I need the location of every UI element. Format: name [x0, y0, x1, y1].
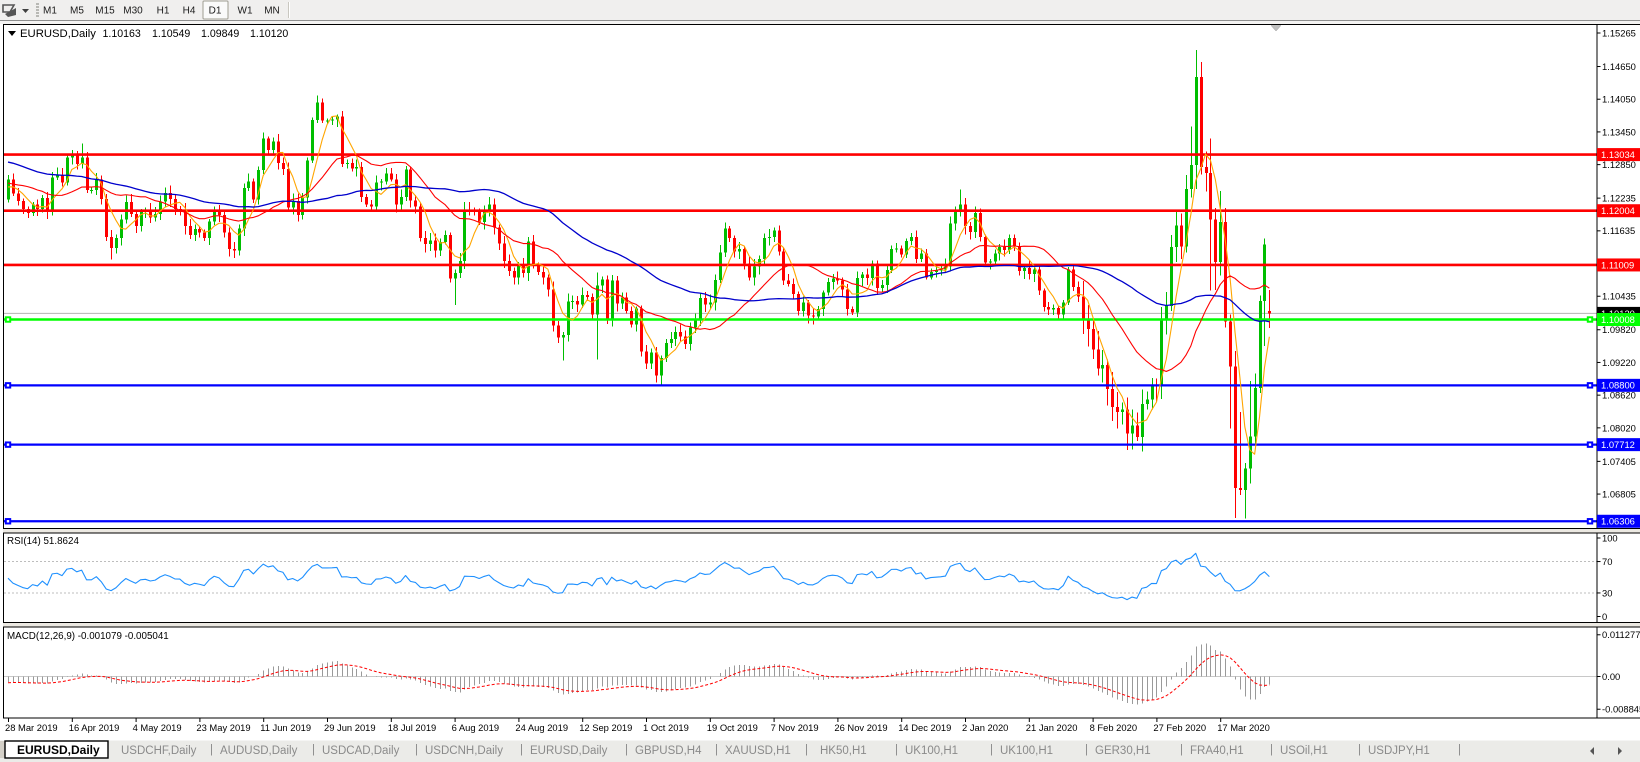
svg-text:M5: M5 — [70, 6, 84, 17]
svg-text:USDJPY,H1: USDJPY,H1 — [1368, 745, 1430, 757]
svg-text:1.13034: 1.13034 — [1601, 149, 1635, 160]
svg-text:|: | — [210, 744, 213, 756]
svg-text:0.011277: 0.011277 — [1602, 629, 1640, 640]
svg-text:D1: D1 — [209, 6, 222, 17]
svg-text:M30: M30 — [123, 6, 143, 17]
svg-text:100: 100 — [1602, 532, 1618, 543]
svg-text:|: | — [990, 744, 993, 756]
svg-text:16 Apr 2019: 16 Apr 2019 — [69, 722, 120, 733]
svg-text:|: | — [715, 744, 718, 756]
svg-text:1.08800: 1.08800 — [1601, 380, 1635, 391]
svg-text:|: | — [312, 744, 315, 756]
svg-text:M15: M15 — [95, 6, 115, 17]
svg-text:USDCAD,Daily: USDCAD,Daily — [322, 745, 400, 757]
svg-text:2 Jan 2020: 2 Jan 2020 — [962, 722, 1008, 733]
svg-text:USOil,H1: USOil,H1 — [1280, 745, 1328, 757]
svg-text:1.10120: 1.10120 — [250, 28, 288, 40]
svg-text:29 Jun 2019: 29 Jun 2019 — [324, 722, 376, 733]
svg-text:0.00: 0.00 — [1602, 671, 1620, 682]
svg-text:19 Oct 2019: 19 Oct 2019 — [707, 722, 758, 733]
svg-text:1.15265: 1.15265 — [1602, 27, 1636, 38]
svg-text:70: 70 — [1602, 556, 1612, 567]
svg-text:EURUSD,Daily: EURUSD,Daily — [20, 28, 96, 40]
svg-text:1.10435: 1.10435 — [1602, 291, 1636, 302]
svg-text:18 Jul 2019: 18 Jul 2019 — [388, 722, 436, 733]
svg-text:23 May 2019: 23 May 2019 — [196, 722, 250, 733]
svg-text:1.14050: 1.14050 — [1602, 94, 1636, 105]
svg-text:USDCHF,Daily: USDCHF,Daily — [121, 745, 197, 757]
svg-text:|: | — [805, 744, 808, 756]
svg-text:|: | — [520, 744, 523, 756]
svg-text:FRA40,H1: FRA40,H1 — [1190, 745, 1244, 757]
svg-text:|: | — [1358, 744, 1361, 756]
svg-text:0: 0 — [1602, 611, 1607, 622]
svg-text:UK100,H1: UK100,H1 — [905, 745, 958, 757]
svg-text:12 Sep 2019: 12 Sep 2019 — [579, 722, 632, 733]
svg-text:USDCNH,Daily: USDCNH,Daily — [425, 745, 503, 757]
svg-text:|: | — [625, 744, 628, 756]
svg-text:1.13450: 1.13450 — [1602, 126, 1636, 137]
svg-text:21 Jan 2020: 21 Jan 2020 — [1026, 722, 1078, 733]
svg-text:1.12004: 1.12004 — [1601, 205, 1635, 216]
svg-text:30: 30 — [1602, 587, 1612, 598]
svg-text:1.11009: 1.11009 — [1601, 259, 1634, 270]
svg-text:|: | — [415, 744, 418, 756]
svg-text:1.09820: 1.09820 — [1602, 324, 1636, 335]
svg-text:4 May 2019: 4 May 2019 — [133, 722, 182, 733]
svg-text:1.10163: 1.10163 — [103, 28, 141, 40]
svg-text:XAUUSD,H1: XAUUSD,H1 — [725, 745, 791, 757]
svg-text:UK100,H1: UK100,H1 — [1000, 745, 1053, 757]
svg-text:GER30,H1: GER30,H1 — [1095, 745, 1151, 757]
svg-text:W1: W1 — [238, 6, 253, 17]
svg-text:|: | — [1270, 744, 1273, 756]
svg-text:24 Aug 2019: 24 Aug 2019 — [515, 722, 568, 733]
svg-text:1.08620: 1.08620 — [1602, 390, 1636, 401]
svg-text:11 Jun 2019: 11 Jun 2019 — [260, 722, 311, 733]
svg-text:EURUSD,Daily: EURUSD,Daily — [530, 745, 608, 757]
svg-text:1.12235: 1.12235 — [1602, 193, 1636, 204]
svg-text:-0.008845: -0.008845 — [1602, 704, 1640, 715]
svg-text:27 Feb 2020: 27 Feb 2020 — [1153, 722, 1206, 733]
svg-text:1.07712: 1.07712 — [1601, 439, 1635, 450]
svg-text:1.10008: 1.10008 — [1601, 314, 1635, 325]
svg-text:1.12850: 1.12850 — [1602, 159, 1636, 170]
svg-text:|: | — [1180, 744, 1183, 756]
svg-text:MN: MN — [264, 6, 280, 17]
svg-text:|: | — [1085, 744, 1088, 756]
svg-text:1.10549: 1.10549 — [152, 28, 190, 40]
svg-text:GBPUSD,H4: GBPUSD,H4 — [635, 745, 702, 757]
svg-text:H4: H4 — [183, 6, 196, 17]
svg-text:1.06805: 1.06805 — [1602, 488, 1636, 499]
svg-text:EURUSD,Daily: EURUSD,Daily — [17, 743, 100, 757]
svg-text:1.14650: 1.14650 — [1602, 61, 1636, 72]
svg-text:7 Nov 2019: 7 Nov 2019 — [771, 722, 819, 733]
svg-text:M1: M1 — [43, 6, 57, 17]
svg-text:1.08020: 1.08020 — [1602, 422, 1636, 433]
svg-text:AUDUSD,Daily: AUDUSD,Daily — [220, 745, 298, 757]
svg-text:1.09849: 1.09849 — [201, 28, 239, 40]
svg-text:1.06306: 1.06306 — [1601, 516, 1635, 527]
svg-text:1.07405: 1.07405 — [1602, 456, 1636, 467]
svg-text:17 Mar 2020: 17 Mar 2020 — [1217, 722, 1270, 733]
svg-text:MACD(12,26,9) -0.001079 -0.005: MACD(12,26,9) -0.001079 -0.005041 — [7, 631, 169, 642]
svg-text:14 Dec 2019: 14 Dec 2019 — [898, 722, 951, 733]
svg-text:1.09220: 1.09220 — [1602, 357, 1636, 368]
svg-text:8 Feb 2020: 8 Feb 2020 — [1090, 722, 1137, 733]
svg-text:6 Aug 2019: 6 Aug 2019 — [452, 722, 499, 733]
svg-text:1.11635: 1.11635 — [1602, 225, 1635, 236]
svg-text:HK50,H1: HK50,H1 — [820, 745, 867, 757]
svg-text:28 Mar 2019: 28 Mar 2019 — [5, 722, 58, 733]
svg-text:RSI(14) 51.8624: RSI(14) 51.8624 — [7, 536, 79, 547]
svg-text:26 Nov 2019: 26 Nov 2019 — [834, 722, 887, 733]
svg-text:1 Oct 2019: 1 Oct 2019 — [643, 722, 689, 733]
svg-text:|: | — [895, 744, 898, 756]
svg-text:H1: H1 — [157, 6, 170, 17]
svg-text:|: | — [1458, 744, 1461, 756]
